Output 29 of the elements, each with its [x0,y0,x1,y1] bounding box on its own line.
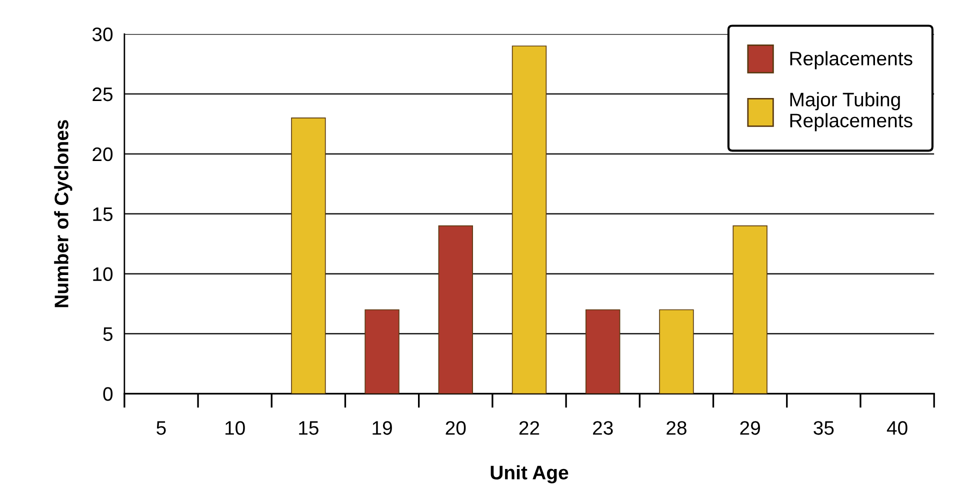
y-tick-label: 10 [93,267,113,282]
y-tick-label: 0 [103,387,113,401]
legend-label: Major Tubing Replacements [790,92,912,132]
x-axis-title: Unit Age [490,465,568,484]
x-tick-label: 19 [372,421,392,435]
y-tick-label: 30 [92,27,113,42]
x-tick-label: 29 [740,421,760,435]
y-axis-title: Number of Cyclones [54,120,72,308]
bar [364,309,400,394]
x-tick-label: 15 [299,421,318,435]
y-tick-label: 25 [92,87,112,102]
bar [659,309,694,394]
x-tick-label: 5 [156,421,166,435]
bar [586,309,620,394]
x-tick-label: 35 [814,421,834,435]
x-tick-label: 10 [225,421,245,435]
x-tick-label: 28 [666,421,686,435]
x-tick-label: 40 [886,421,908,435]
x-tick-label: 20 [446,421,466,435]
bar [438,225,473,394]
y-tick-label: 5 [103,327,112,341]
bar [732,225,768,394]
y-tick-label: 20 [92,147,113,162]
bar [512,46,547,394]
x-tick-label: 22 [519,421,540,435]
bar [291,118,326,394]
y-tick-label: 15 [93,208,112,222]
x-tick-label: 23 [593,421,613,435]
legend-label: Replacements [790,51,912,70]
